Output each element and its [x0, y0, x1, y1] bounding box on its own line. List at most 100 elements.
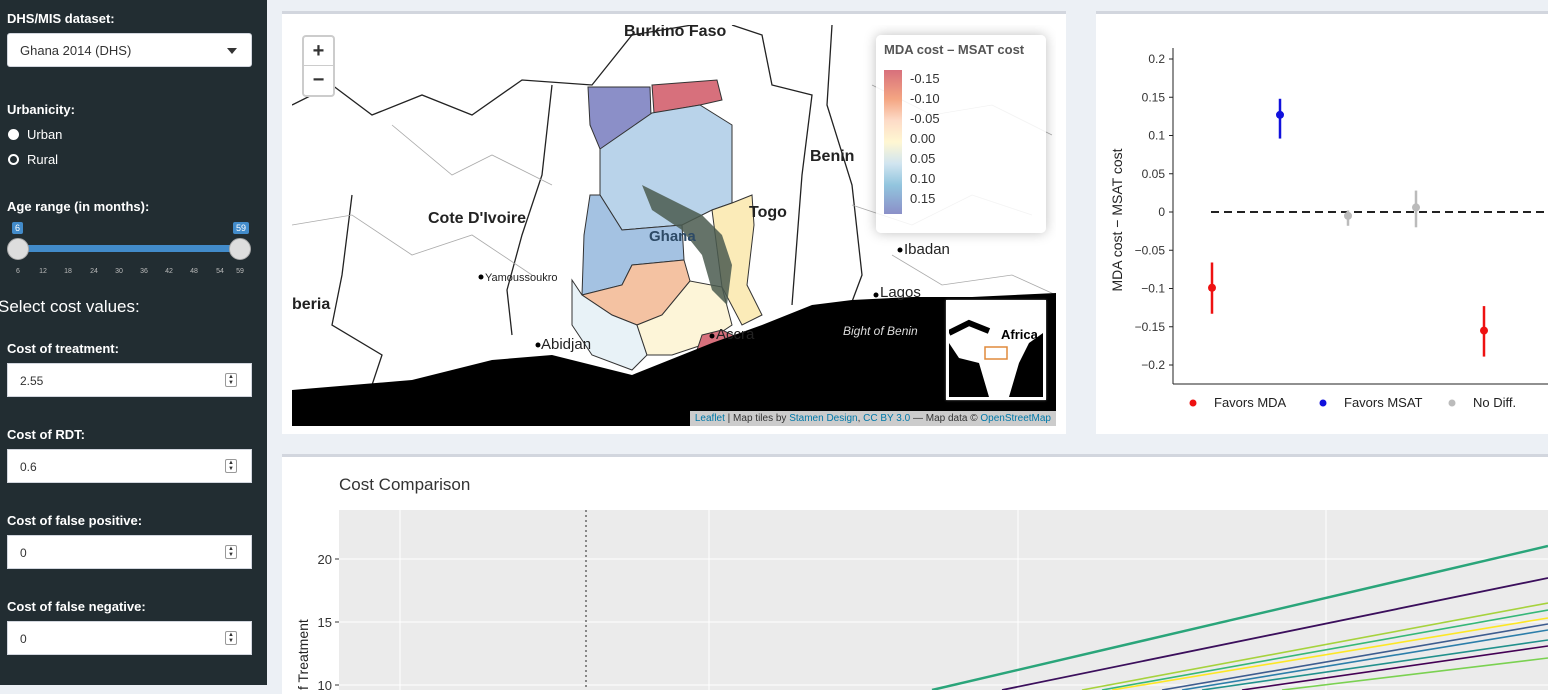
legend-value: -0.10: [910, 91, 940, 106]
attribution-text: | Map tiles by: [724, 413, 790, 424]
spinner-icon[interactable]: ▲ ▼: [225, 459, 237, 473]
legend-label: No Diff.: [1473, 395, 1516, 410]
age-tick: 24: [90, 268, 98, 275]
series-line: [931, 544, 1548, 690]
legend-marker: [1189, 399, 1197, 407]
city-dot: [535, 342, 541, 348]
inset-highlight: [984, 346, 1008, 360]
y-tick-label: −0.1: [1141, 282, 1165, 296]
difference-plot-panel: MDA cost − MSAT cost 0.2 0.15 0.1 0.05 0 −0.0…: [1096, 11, 1548, 434]
region-upper-east[interactable]: [651, 79, 723, 114]
data-point: [1276, 110, 1284, 119]
border-line: [292, 25, 693, 116]
series-line: [1241, 645, 1548, 690]
label-lagos: Lagos: [880, 284, 921, 301]
y-tick-label: 0.2: [1148, 52, 1165, 66]
age-tick: 30: [115, 268, 123, 275]
age-ticks: 6 12 18 24 30 36 42 48 54 59: [16, 268, 244, 278]
zoom-in-button[interactable]: +: [304, 37, 333, 66]
radio-rural[interactable]: Rural: [8, 152, 58, 167]
y-tick-label: 15: [318, 615, 332, 630]
treatment-input[interactable]: 2.55 ▲ ▼: [7, 363, 252, 397]
series-line: [1081, 602, 1548, 690]
treatment-label: Cost of treatment:: [7, 341, 119, 356]
label-cote-divoire: Cote D'Ivoire: [428, 210, 526, 227]
series-line: [1181, 629, 1548, 690]
age-slider-track[interactable]: [18, 245, 240, 252]
y-tick-label: 10: [318, 678, 332, 690]
chart-ylabel: f Treatment: [295, 619, 311, 690]
label-abidjan: Abidjan: [541, 336, 591, 353]
border-line: [731, 25, 813, 306]
spinner-icon[interactable]: ▲ ▼: [225, 545, 237, 559]
legend-value: 0.10: [910, 171, 936, 186]
legend-value: -0.15: [910, 71, 940, 86]
age-tick: 42: [165, 268, 173, 275]
spinner-icon[interactable]: ▲ ▼: [225, 631, 237, 645]
legend-marker: [1319, 399, 1327, 407]
radio-unselected-icon: [8, 154, 19, 165]
plot-ylabel: MDA cost − MSAT cost: [1109, 148, 1125, 291]
rdt-value: 0.6: [20, 460, 37, 474]
leaflet-map[interactable]: Burkino Faso Benin Togo Ghana Cote D'Ivo…: [292, 25, 1056, 426]
border-line: [331, 194, 383, 386]
y-tick-label: 20: [318, 552, 332, 567]
radio-rural-label: Rural: [27, 152, 59, 167]
series-line: [1001, 577, 1548, 690]
dataset-select[interactable]: Ghana 2014 (DHS): [7, 33, 252, 67]
legend-marker: [1448, 399, 1456, 407]
fp-input[interactable]: 0 ▲ ▼: [7, 535, 252, 569]
difference-plot: MDA cost − MSAT cost 0.2 0.15 0.1 0.05 0 −0.0…: [1109, 48, 1548, 410]
spinner-icon[interactable]: ▲ ▼: [225, 373, 237, 387]
label-ghana: Ghana: [649, 228, 696, 245]
series-line: [1161, 623, 1548, 690]
stamen-link[interactable]: Stamen Design: [789, 413, 858, 424]
age-max-handle[interactable]: [229, 238, 251, 260]
cost-comparison-chart: f Treatment 20 15 10: [295, 510, 1548, 690]
sidebar: DHS/MIS dataset: Ghana 2014 (DHS) Urbani…: [0, 0, 267, 685]
series-line: [1201, 639, 1548, 690]
chevron-down-icon: [227, 48, 237, 54]
inset-map: Africa: [946, 300, 1046, 400]
map-canvas[interactable]: Burkino Faso Benin Togo Ghana Cote D'Ivo…: [292, 25, 1056, 426]
legend-value: 0.00: [910, 131, 936, 146]
age-min-handle[interactable]: [7, 238, 29, 260]
leaflet-link[interactable]: Leaflet: [694, 413, 725, 424]
fn-value: 0: [20, 632, 27, 646]
age-tick: 6: [16, 268, 20, 275]
city-dot: [873, 292, 879, 298]
border-line: [391, 124, 553, 186]
label-bight-of-benin: Bight of Benin: [843, 324, 918, 338]
cc-link[interactable]: CC BY 3.0: [863, 413, 911, 424]
africa-shape: [947, 319, 991, 336]
map-panel: Burkino Faso Benin Togo Ghana Cote D'Ivo…: [282, 11, 1066, 434]
radio-urban-label: Urban: [27, 127, 63, 142]
age-min-tag: 6: [12, 222, 24, 234]
rdt-label: Cost of RDT:: [7, 427, 85, 442]
attribution-text: ,: [857, 413, 864, 424]
y-tick-label: 0: [1158, 205, 1165, 219]
series-line: [1111, 617, 1548, 690]
y-tick-label: −0.2: [1141, 358, 1165, 372]
zoom-out-button[interactable]: −: [312, 69, 325, 91]
y-tick-label: 0.15: [1142, 90, 1166, 104]
radio-urban[interactable]: Urban: [8, 127, 62, 142]
dataset-label: DHS/MIS dataset:: [7, 11, 115, 26]
fp-label: Cost of false positive:: [7, 513, 143, 528]
map-attribution: Leaflet | Map tiles by Stamen Design, CC…: [689, 411, 1056, 426]
age-tick: 48: [190, 268, 198, 275]
chart-title: Cost Comparison: [339, 475, 471, 494]
legend-label: Favors MSAT: [1344, 395, 1423, 410]
age-tick: 59: [236, 268, 244, 275]
fn-input[interactable]: 0 ▲ ▼: [7, 621, 252, 655]
legend-label: Favors MDA: [1214, 395, 1287, 410]
legend-value: 0.05: [910, 151, 936, 166]
age-max-tag: 59: [233, 222, 250, 234]
y-tick-label: 0.05: [1142, 167, 1166, 181]
y-tick-label: 0.1: [1148, 129, 1165, 143]
osm-link[interactable]: OpenStreetMap: [980, 413, 1051, 424]
label-accra: Accra: [716, 326, 755, 343]
rdt-input[interactable]: 0.6 ▲ ▼: [7, 449, 252, 483]
age-tick: 12: [39, 268, 47, 275]
plot-background: [339, 510, 1548, 690]
